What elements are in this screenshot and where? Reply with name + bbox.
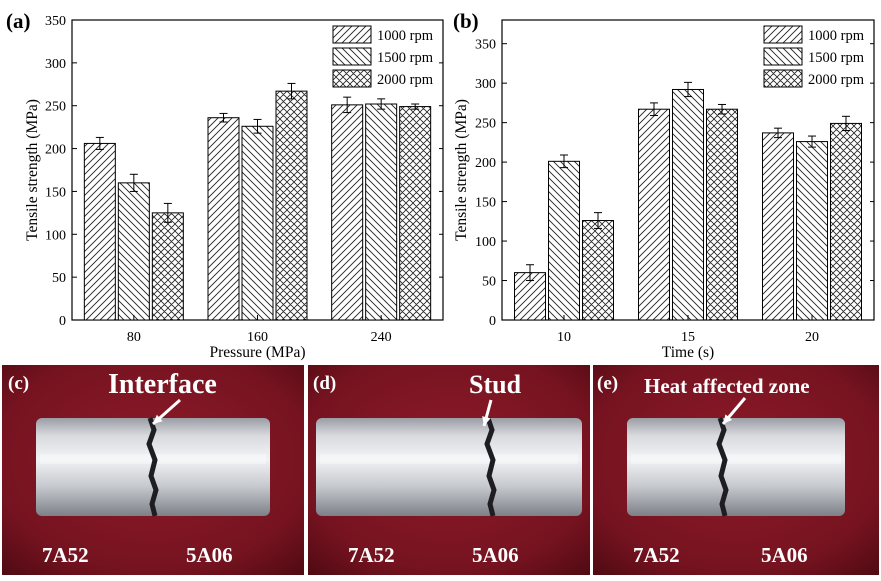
legend-entry-2: 2000 rpm	[808, 72, 865, 88]
legend-entry-1: 1500 rpm	[377, 50, 434, 66]
photo-annotation: Heat affected zone	[644, 374, 810, 398]
legend-entry-2: 2000 rpm	[377, 72, 434, 88]
x-tick-label: 20	[805, 330, 819, 345]
material-label-right: 5A06	[186, 543, 233, 567]
legend-swatch-2	[332, 69, 372, 88]
legend: 1000 rpm 1500 rpm 2000 rpm	[763, 25, 865, 88]
bar-0-1-1	[241, 125, 274, 321]
specimen-cylinder	[627, 418, 845, 516]
photo-panel-2: (e) Heat affected zone 7A52 5A06	[593, 365, 879, 575]
panel-label: (b)	[453, 9, 479, 33]
photo-annotation: Stud	[469, 370, 522, 399]
y-tick-label: 50	[52, 271, 66, 286]
material-label-right: 5A06	[472, 543, 519, 567]
y-tick-label: 50	[482, 275, 496, 290]
bar-0-1-0	[207, 117, 240, 321]
x-tick-label: 80	[127, 330, 141, 345]
y-tick-label: 300	[45, 57, 66, 72]
x-axis-label: Pressure (MPa)	[210, 344, 306, 361]
y-tick-label: 200	[475, 156, 496, 171]
x-tick-label: 15	[681, 330, 695, 345]
photo-label: (c)	[8, 373, 29, 394]
legend-swatch-1	[332, 47, 372, 66]
photo-label: (e)	[597, 373, 618, 394]
specimen-highlight	[631, 454, 841, 464]
bar-0-0-0	[83, 142, 116, 321]
fracture-gap	[146, 417, 159, 517]
bar-0-2-1	[365, 103, 398, 321]
y-axis-label: Tensile strength (MPa)	[24, 99, 41, 241]
fracture-gap	[484, 417, 497, 517]
panel-label: (a)	[6, 9, 31, 33]
y-tick-label: 100	[475, 235, 496, 250]
chart-panel-1: 0 50 100 150 200 250 300 350 10 15 20 Time (s) Tensi…	[453, 9, 875, 361]
bar-1-1-2	[706, 108, 738, 321]
bar-0-0-2	[151, 212, 184, 321]
specimen-highlight	[320, 454, 578, 464]
photo-panel-0: (c) Interface 7A52 5A06	[2, 365, 304, 575]
bar-1-0-2	[582, 220, 614, 321]
bar-1-0-1	[548, 160, 580, 321]
x-axis-label: Time (s)	[662, 344, 714, 361]
legend-entry-1: 1500 rpm	[808, 50, 865, 66]
photo-panel-1: (d) Stud 7A52 5A06	[308, 365, 590, 575]
material-label-right: 5A06	[761, 543, 808, 567]
legend-swatch-1	[763, 47, 803, 66]
y-tick-label: 250	[45, 100, 66, 115]
y-tick-label: 0	[489, 314, 496, 329]
bar-0-2-2	[399, 106, 432, 321]
arrowhead-icon	[482, 416, 491, 426]
x-tick-label: 10	[557, 330, 571, 345]
bar-1-1-1	[672, 88, 704, 321]
bar-1-1-0	[638, 108, 670, 321]
y-tick-label: 200	[45, 143, 66, 158]
legend-swatch-0	[332, 25, 372, 44]
material-label-left: 7A52	[348, 543, 395, 567]
legend-swatch-0	[763, 25, 803, 44]
legend: 1000 rpm 1500 rpm 2000 rpm	[332, 25, 434, 88]
photo-annotation: Interface	[108, 369, 217, 400]
material-label-left: 7A52	[633, 543, 680, 567]
x-tick-label: 160	[247, 330, 268, 345]
legend-swatch-2	[763, 69, 803, 88]
bar-0-2-0	[331, 104, 364, 321]
x-tick-label: 240	[371, 330, 392, 345]
y-tick-label: 250	[475, 117, 496, 132]
arrowhead-icon	[723, 414, 733, 424]
y-tick-label: 0	[59, 314, 66, 329]
y-axis-label: Tensile strength (MPa)	[453, 99, 470, 241]
y-tick-label: 150	[475, 196, 496, 211]
y-tick-label: 350	[45, 14, 66, 29]
y-tick-label: 350	[475, 38, 496, 53]
bar-1-2-0	[762, 132, 794, 321]
bar-1-2-2	[830, 122, 862, 321]
y-tick-label: 300	[475, 77, 496, 92]
y-tick-label: 150	[45, 185, 66, 200]
bar-0-1-2	[275, 90, 308, 321]
material-label-left: 7A52	[42, 543, 89, 567]
legend-entry-0: 1000 rpm	[808, 28, 865, 44]
fracture-gap	[716, 417, 729, 517]
specimen-cylinder	[316, 418, 582, 516]
legend-entry-0: 1000 rpm	[377, 28, 434, 44]
photo-label: (d)	[313, 373, 336, 394]
y-tick-label: 100	[45, 228, 66, 243]
arrowhead-icon	[153, 414, 163, 424]
bar-0-0-1	[117, 182, 150, 321]
bar-1-2-1	[796, 141, 828, 321]
chart-panel-0: 0 50 100 150 200 250 300 350 80 160 240 Pressure (M…	[6, 9, 444, 361]
